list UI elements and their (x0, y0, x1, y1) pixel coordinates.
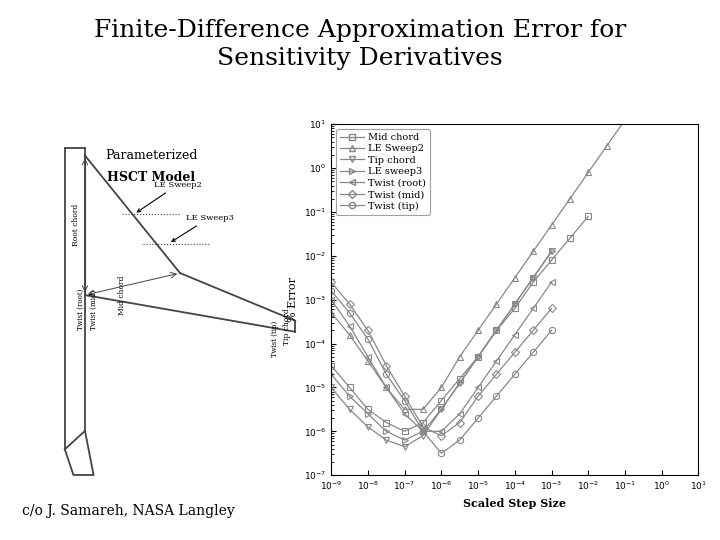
Text: LE Sweep3: LE Sweep3 (172, 214, 233, 241)
Text: Root chord: Root chord (72, 204, 81, 246)
X-axis label: Scaled Step Size: Scaled Step Size (463, 498, 567, 509)
Text: Finite-Difference Approximation Error for
Sensitivity Derivatives: Finite-Difference Approximation Error fo… (94, 19, 626, 70)
Text: HSCT Model: HSCT Model (107, 171, 195, 184)
Text: Twist (mid): Twist (mid) (89, 289, 98, 330)
Text: Twist (tip): Twist (tip) (271, 321, 279, 357)
Text: Mid chord: Mid chord (118, 275, 127, 315)
Text: c/o J. Samareh, NASA Langley: c/o J. Samareh, NASA Langley (22, 504, 234, 518)
Text: LE Sweep2: LE Sweep2 (138, 180, 202, 212)
Y-axis label: % Error: % Error (288, 277, 298, 322)
Text: Tip chord: Tip chord (282, 308, 291, 345)
Text: Parameterized: Parameterized (105, 149, 197, 162)
Legend: Mid chord, LE Sweep2, Tip chord, LE sweep3, Twist (root), Twist (mid), Twist (ti: Mid chord, LE Sweep2, Tip chord, LE swee… (336, 129, 430, 214)
Text: Twist (root): Twist (root) (76, 289, 85, 330)
